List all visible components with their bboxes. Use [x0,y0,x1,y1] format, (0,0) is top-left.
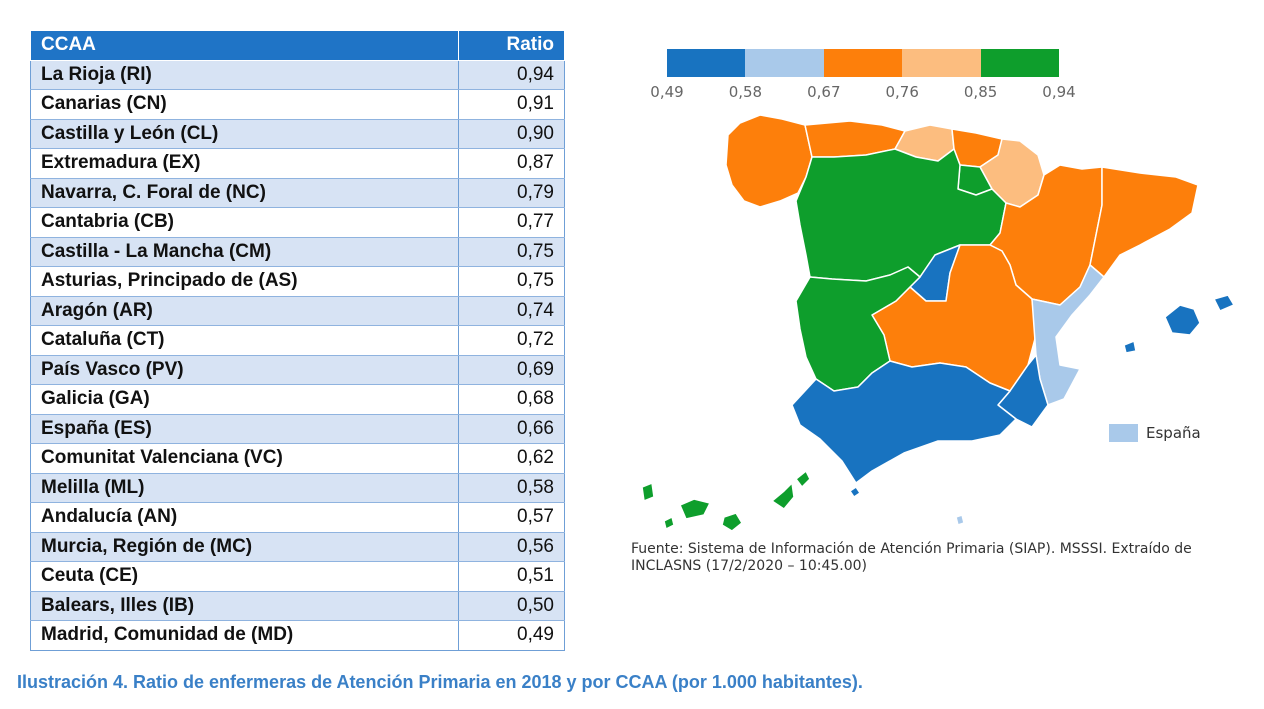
table-row: Castilla - La Mancha (CM) 0,75 [29,236,565,267]
region-name-cell: La Rioja (RI) [29,59,460,90]
table-row: Castilla y León (CL) 0,90 [29,118,565,149]
ratio-value-cell: 0,94 [458,59,565,90]
table-row: Navarra, C. Foral de (NC) 0,79 [29,177,565,208]
color-scale-ticks: 0,49 0,58 0,67 0,76 0,85 0,94 [647,83,1087,103]
region-canarias-3 [721,512,743,532]
table-row: Canarias (CN) 0,91 [29,89,565,120]
spain-choropleth-map [641,114,1235,532]
region-name-cell: Aragón (AR) [29,295,460,326]
ratio-value-cell: 0,56 [458,531,565,562]
header-ratio: Ratio [458,30,565,61]
table-body: La Rioja (RI) 0,94 Canarias (CN) 0,91 Castil… [29,59,565,651]
legend-tick-label: 0,49 [650,83,684,101]
region-canarias-2 [679,498,711,520]
region-cataluna [1089,166,1199,278]
region-name-cell: Castilla - La Mancha (CM) [29,236,460,267]
table-row: Murcia, Región de (MC) 0,56 [29,531,565,562]
legend-swatch-2 [823,49,903,77]
region-name-cell: Madrid, Comunidad de (MD) [29,620,460,651]
table-row: País Vasco (PV) 0,69 [29,354,565,385]
region-canarias-4 [771,482,795,510]
ratio-value-cell: 0,72 [458,325,565,356]
ratio-value-cell: 0,91 [458,89,565,120]
espana-legend-swatch [1109,424,1138,442]
legend-tick-label: 0,58 [728,83,763,101]
legend-swatch-1 [745,49,824,77]
legend-swatch-0 [667,49,746,77]
ratio-value-cell: 0,62 [458,443,565,474]
ratio-value-cell: 0,77 [458,207,565,238]
ratio-value-cell: 0,87 [458,148,565,179]
region-extremadura [795,266,921,392]
table-row: España (ES) 0,66 [29,413,565,444]
region-name-cell: Navarra, C. Foral de (NC) [29,177,460,208]
region-baleares [1164,304,1201,336]
color-scale-legend [667,49,1060,77]
ratio-value-cell: 0,79 [458,177,565,208]
region-name-cell: Comunitat Valenciana (VC) [29,443,460,474]
table-row: La Rioja (RI) 0,94 [29,59,565,90]
table-row: Cataluña (CT) 0,72 [29,325,565,356]
ratio-value-cell: 0,49 [458,620,565,651]
legend-swatch-3 [902,49,981,77]
figure-caption: Ilustración 4. Ratio de enfermeras de At… [17,672,863,692]
table-row: Asturias, Principado de (AS) 0,75 [29,266,565,297]
table-row: Madrid, Comunidad de (MD) 0,49 [29,620,565,651]
espana-legend-label: España [1146,424,1201,442]
ratio-value-cell: 0,57 [458,502,565,533]
ratio-value-cell: 0,69 [458,354,565,385]
ratio-value-cell: 0,50 [458,590,565,621]
table-row: Aragón (AR) 0,74 [29,295,565,326]
header-ccaa: CCAA [29,30,460,61]
region-name-cell: Murcia, Región de (MC) [29,531,460,562]
legend-tick-label: 0,94 [1042,83,1076,101]
region-melilla [955,514,965,526]
legend-tick-label: 0,85 [963,83,998,101]
region-name-cell: Canarias (CN) [29,89,460,120]
region-baleares-menorca [1213,294,1235,312]
region-canarias-1 [641,482,655,502]
ratio-value-cell: 0,74 [458,295,565,326]
region-baleares-ibiza [1123,340,1137,354]
ratio-table: CCAA Ratio La Rioja (RI) 0,94 Canarias (CN… [29,30,565,651]
region-name-cell: Melilla (ML) [29,472,460,503]
ratio-value-cell: 0,58 [458,472,565,503]
table-row: Cantabria (CB) 0,77 [29,207,565,238]
table-row: Melilla (ML) 0,58 [29,472,565,503]
ratio-value-cell: 0,68 [458,384,565,415]
espana-legend: España [1109,424,1201,442]
region-name-cell: Cataluña (CT) [29,325,460,356]
table-row: Comunitat Valenciana (VC) 0,62 [29,443,565,474]
region-name-cell: Asturias, Principado de (AS) [29,266,460,297]
table-row: Balears, Illes (IB) 0,50 [29,590,565,621]
legend-tick-label: 0,67 [807,83,841,101]
ratio-value-cell: 0,51 [458,561,565,592]
region-name-cell: Extremadura (EX) [29,148,460,179]
region-name-cell: Balears, Illes (IB) [29,590,460,621]
legend-tick-label: 0,76 [885,83,919,101]
region-name-cell: Ceuta (CE) [29,561,460,592]
region-name-cell: Castilla y León (CL) [29,118,460,149]
table-row: Extremadura (EX) 0,87 [29,148,565,179]
region-name-cell: Galicia (GA) [29,384,460,415]
table-row: Galicia (GA) 0,68 [29,384,565,415]
region-name-cell: Andalucía (AN) [29,502,460,533]
ratio-value-cell: 0,75 [458,266,565,297]
table-row: Andalucía (AN) 0,57 [29,502,565,533]
ratio-value-cell: 0,66 [458,413,565,444]
region-name-cell: Cantabria (CB) [29,207,460,238]
region-name-cell: España (ES) [29,413,460,444]
ratio-value-cell: 0,75 [458,236,565,267]
region-canarias-5 [795,470,811,488]
region-ceuta [849,486,861,498]
region-canarias-6 [663,516,675,530]
ratio-value-cell: 0,90 [458,118,565,149]
table-header-row: CCAA Ratio [29,30,565,61]
legend-swatch-4 [980,49,1060,77]
source-note: Fuente: Sistema de Información de Atenci… [631,541,1192,574]
region-andalucia [791,360,1017,484]
table-row: Ceuta (CE) 0,51 [29,561,565,592]
region-name-cell: País Vasco (PV) [29,354,460,385]
